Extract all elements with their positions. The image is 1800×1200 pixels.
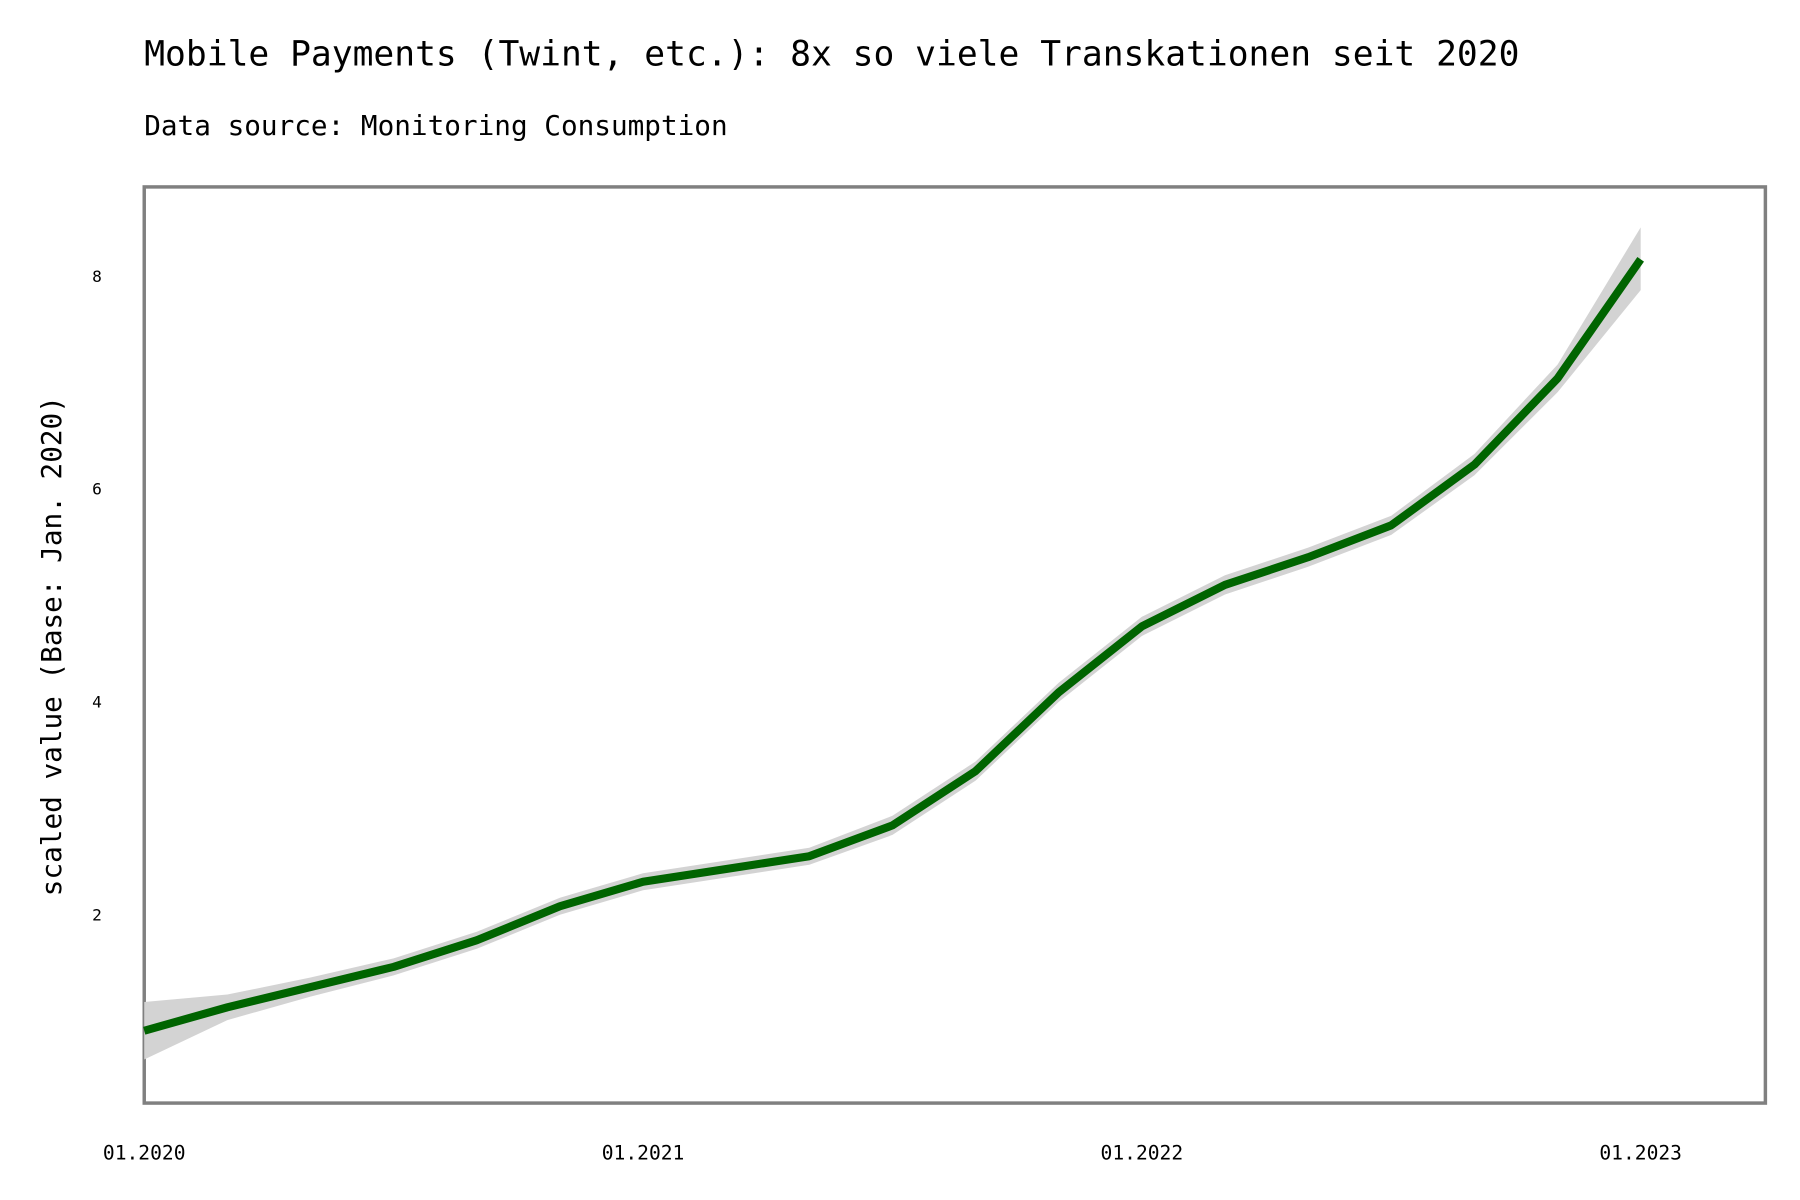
y-tick-label: 2 — [92, 905, 102, 924]
line — [143, 256, 1644, 1035]
y-tick-label: 4 — [92, 692, 102, 711]
plot-frame — [142, 185, 1768, 1105]
y-axis-label: scaled value (Base: Jan. 2020) — [35, 396, 68, 896]
chart-subtitle: Data source: Monitoring Consumption — [144, 109, 727, 142]
x-tick-label: 01.2022 — [1101, 1141, 1184, 1164]
chart-title: Mobile Payments (Twint, etc.): 8x so vie… — [144, 34, 1519, 74]
x-tick-label: 01.2021 — [602, 1141, 685, 1164]
x-tick-label: 01.2023 — [1599, 1141, 1682, 1164]
confidence-band — [144, 227, 1641, 1060]
y-tick-label: 6 — [92, 480, 102, 499]
y-tick-label: 8 — [92, 267, 102, 286]
x-tick-label: 01.2020 — [103, 1141, 186, 1164]
